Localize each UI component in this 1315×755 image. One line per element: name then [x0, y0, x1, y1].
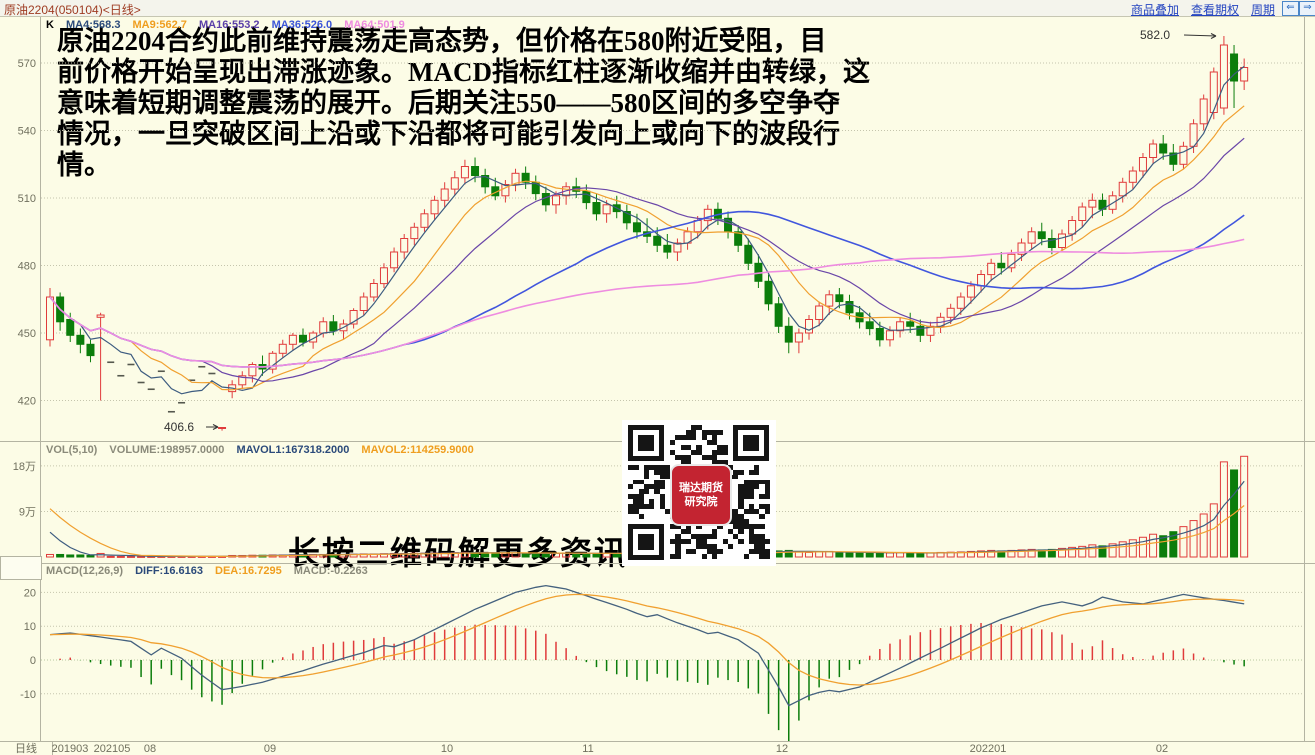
- prev-arrow-button[interactable]: ⇐: [1282, 1, 1299, 16]
- x-axis-tick: 201903: [51, 743, 89, 755]
- qr-code: 瑞达期货 研究院: [622, 420, 776, 566]
- svg-text:18万: 18万: [13, 461, 36, 473]
- x-axis-tick: 09: [263, 743, 277, 755]
- annotation-line: 情。: [57, 150, 111, 180]
- x-axis-tick: 02: [1155, 743, 1169, 755]
- ma9-value: MA9:562.7: [132, 19, 187, 31]
- svg-text:540: 540: [18, 126, 36, 138]
- x-axis-tick: 202201: [969, 743, 1007, 755]
- svg-text:20: 20: [24, 587, 36, 599]
- x-axis-tick: 12: [775, 743, 789, 755]
- menu-item-view-options[interactable]: 查看期权: [1190, 3, 1239, 17]
- ma-legend: K MA4:568.3 MA9:562.7 MA16:553.2 MA36:52…: [46, 19, 414, 31]
- ma64-value: MA64:501.9: [344, 19, 405, 31]
- ma4-value: MA4:568.3: [66, 19, 121, 31]
- analyst-annotation: 原油2204合约此前维持震荡走高态势，但价格在580附近受阻，目 前价格开始呈现…: [57, 26, 870, 181]
- ma16-value: MA16:553.2: [198, 19, 260, 31]
- svg-text:582.0: 582.0: [1140, 28, 1170, 42]
- qr-logo-line: 瑞达期货: [679, 482, 723, 494]
- x-axis-tick: 202105: [93, 743, 131, 755]
- time-axis: 日线 201903 202105 08 09 10 11 12 202201 02: [0, 741, 1315, 755]
- svg-text:450: 450: [18, 328, 36, 340]
- svg-text:9万: 9万: [19, 506, 36, 518]
- annotation-line: 原油2204合约此前维持震荡走高态势，但价格在580附近受阻，目: [57, 26, 827, 56]
- ma36-value: MA36:526.0: [271, 19, 333, 31]
- x-axis-tick: 08: [143, 743, 157, 755]
- menu-item-period[interactable]: 周期: [1250, 3, 1275, 17]
- contract-title: 原油2204(050104)<日线>: [4, 3, 141, 17]
- x-axis-tick: 10: [440, 743, 454, 755]
- annotation-line: 前价格开始呈现出滞涨迹象。MACD指标红柱逐渐收缩并由转绿，这: [57, 57, 870, 87]
- next-arrow-button[interactable]: ⇒: [1299, 1, 1315, 16]
- qr-logo-line: 研究院: [684, 496, 718, 508]
- header-menu: 商品叠加 查看期权 周期: [1131, 1, 1275, 18]
- svg-text:406.6: 406.6: [164, 420, 194, 434]
- vol-indicator-label: VOL(5,10): [46, 444, 98, 456]
- mavol2-value: MAVOL2:114259.9000: [361, 444, 474, 456]
- header-bar: 原油2204(050104)<日线> 商品叠加 查看期权 周期 ⇐ ⇒: [0, 0, 1315, 17]
- k-label: K: [46, 19, 54, 31]
- svg-text:420: 420: [18, 396, 36, 408]
- macd-indicator-label: MACD(12,26,9): [46, 565, 124, 577]
- annotation-line: 意味着短期调整震荡的展开。后期关注550——580区间的多空争夺: [57, 88, 840, 118]
- diff-value: DIFF:16.6163: [135, 565, 203, 577]
- period-label[interactable]: 日线: [0, 742, 53, 755]
- menu-item-overlay-commodity[interactable]: 商品叠加: [1130, 3, 1179, 17]
- dea-value: DEA:16.7295: [215, 565, 282, 577]
- svg-text:510: 510: [18, 193, 36, 205]
- svg-text:-10: -10: [20, 689, 36, 701]
- macd-value: MACD:-0.2263: [293, 565, 368, 577]
- svg-text:570: 570: [18, 58, 36, 70]
- svg-text:480: 480: [18, 261, 36, 273]
- x-axis-tick: 11: [582, 743, 594, 755]
- qr-center-logo: 瑞达期货 研究院: [670, 464, 732, 526]
- macd-legend: MACD(12,26,9) DIFF:16.6163 DEA:16.7295 M…: [46, 565, 377, 577]
- annotation-line: 情况，一旦突破区间上沿或下沿都将可能引发向上或向下的波段行: [57, 119, 840, 149]
- volume-value: VOLUME:198957.0000: [109, 444, 225, 456]
- mavol1-value: MAVOL1:167318.2000: [236, 444, 350, 456]
- svg-text:10: 10: [24, 621, 36, 633]
- volume-legend: VOL(5,10) VOLUME:198957.0000 MAVOL1:1673…: [46, 444, 483, 456]
- svg-text:0: 0: [30, 655, 36, 667]
